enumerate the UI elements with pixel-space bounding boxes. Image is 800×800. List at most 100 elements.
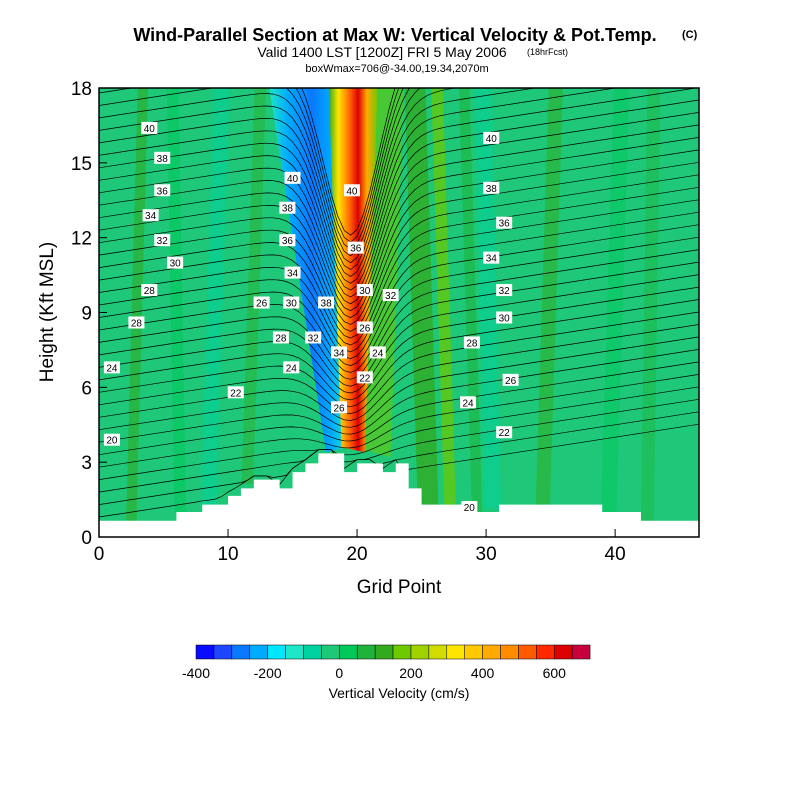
- isentrope-label-box: [154, 151, 171, 164]
- isentrope-label: 38: [154, 151, 171, 165]
- isentrope-line: [99, 224, 699, 366]
- isentrope-label-box: [284, 266, 301, 279]
- updraft-column: [328, 88, 378, 453]
- isentrope-line: [99, 88, 537, 277]
- isentrope-label-box: [283, 361, 300, 374]
- isentrope-label-text: 28: [275, 333, 287, 344]
- isentrope-label: 40: [141, 121, 158, 135]
- isentrope-label: 22: [496, 426, 513, 439]
- isentrope-label-box: [331, 401, 347, 414]
- chart-subtitle: Valid 1400 LST [1200Z] FRI 5 May 2006: [257, 44, 507, 60]
- isentrope-label: 30: [496, 311, 513, 324]
- isentrope-label: 32: [496, 284, 513, 297]
- isentrope-label-box: [483, 131, 500, 144]
- isentrope-line: [99, 311, 699, 414]
- isentrope-label: 40: [483, 131, 500, 145]
- isentrope-line: [99, 261, 699, 387]
- isentrope-label: 30: [167, 256, 184, 270]
- isentrope-label-text: 28: [131, 318, 143, 329]
- isentrope-label-box: [284, 171, 301, 184]
- field-streak: [241, 88, 267, 484]
- isentrope-label-box: [227, 386, 244, 399]
- field-streak: [535, 88, 563, 505]
- isentrope-line: [99, 112, 699, 305]
- x-tick-label: 30: [476, 544, 497, 565]
- isentrope-line: [99, 411, 699, 505]
- isentrope-label: 36: [347, 241, 364, 255]
- isentrope-line: [99, 137, 699, 318]
- isentrope-label-text: 26: [359, 323, 371, 334]
- x-tick-label: 20: [346, 544, 367, 565]
- isentrope-label-text: 24: [286, 363, 298, 374]
- isentrope-label: 24: [460, 396, 477, 409]
- isentrope-label: 20: [461, 501, 478, 514]
- y-axis-label: Height (Kft MSL): [37, 242, 58, 382]
- isentrope-label-box: [343, 184, 360, 197]
- isentrope-label-text: 34: [145, 211, 157, 222]
- colorbar-swatch: [356, 644, 376, 660]
- isentrope-label-text: 32: [308, 333, 320, 344]
- isentrope-label-text: 32: [499, 286, 511, 297]
- isentrope-label-text: 26: [505, 376, 517, 387]
- isentrope-line: [99, 249, 699, 380]
- isentrope-line: [99, 349, 699, 443]
- isentrope-label-box: [331, 346, 347, 359]
- isentrope-label-box: [283, 296, 300, 309]
- isentrope-line: [99, 211, 699, 360]
- isentrope-label-box: [347, 241, 364, 254]
- y-tick-label: 0: [81, 528, 92, 549]
- isentrope-label-box: [502, 373, 519, 386]
- isentrope-label: 34: [284, 266, 301, 280]
- isentrope-label: 38: [483, 181, 500, 195]
- isentrope-label: 28: [272, 331, 289, 344]
- colorbar-tick-label: 400: [471, 665, 495, 681]
- isentrope-label-box: [483, 251, 500, 264]
- isentrope-label-text: 20: [464, 503, 476, 514]
- isentrope-label-text: 40: [287, 174, 299, 185]
- isentrope-label: 32: [154, 234, 171, 247]
- field-streak: [640, 88, 661, 521]
- isentrope-line: [99, 236, 699, 373]
- isentrope-label: 20: [103, 433, 120, 447]
- isentrope-line: [99, 88, 618, 284]
- isentrope-label-text: 36: [350, 244, 362, 255]
- isentrope-label: 40: [284, 171, 301, 185]
- isentrope-label-text: 36: [282, 236, 294, 247]
- isentrope-label: 26: [331, 401, 347, 414]
- colorbar-swatch: [536, 644, 555, 660]
- colorbar: [195, 644, 591, 660]
- plot-area: 40 38 36 34 32 30 28 28 24 20 22 26 28 24 40 38 36 34 30 32…: [99, 88, 699, 537]
- isentrope-line: [99, 336, 699, 431]
- colorbar-label: Vertical Velocity (cm/s): [329, 685, 470, 701]
- colorbar-tick-label: 600: [543, 665, 567, 681]
- isentrope-label-text: 26: [333, 403, 345, 414]
- isentrope-line: [99, 386, 699, 480]
- isentrope-label: 34: [331, 346, 347, 359]
- colorbar-swatch: [446, 644, 465, 660]
- isentrope-label-box: [253, 296, 270, 309]
- isentrope-line: [99, 88, 404, 250]
- isentrope-label-text: 40: [486, 134, 498, 145]
- colorbar-swatch: [518, 644, 537, 660]
- isentrope-line: [99, 199, 699, 353]
- isentrope-line: [99, 149, 699, 325]
- field-streak: [459, 88, 483, 513]
- isentrope-label-text: 36: [157, 186, 169, 197]
- isentrope-label-text: 32: [157, 236, 169, 247]
- isentrope-label-box: [356, 284, 373, 297]
- isentrope-line: [99, 88, 411, 257]
- isentrope-line: [99, 374, 699, 468]
- isentrope-label-box: [460, 396, 477, 409]
- isentrope-label-box: [154, 234, 171, 247]
- isentrope-label-box: [167, 256, 184, 269]
- isentrope-label-text: 36: [499, 219, 511, 230]
- x-axis-ticks: 0 10 20 30 40: [94, 529, 626, 565]
- isentrope-label: 36: [496, 216, 513, 230]
- isentrope-label-box: [154, 184, 171, 197]
- colorbar-swatch: [428, 644, 448, 660]
- isentrope-line: [99, 88, 421, 264]
- isentrope-label-text: 34: [333, 348, 345, 359]
- isentrope-label-box: [272, 331, 289, 344]
- isentrope-label-text: 30: [286, 299, 298, 310]
